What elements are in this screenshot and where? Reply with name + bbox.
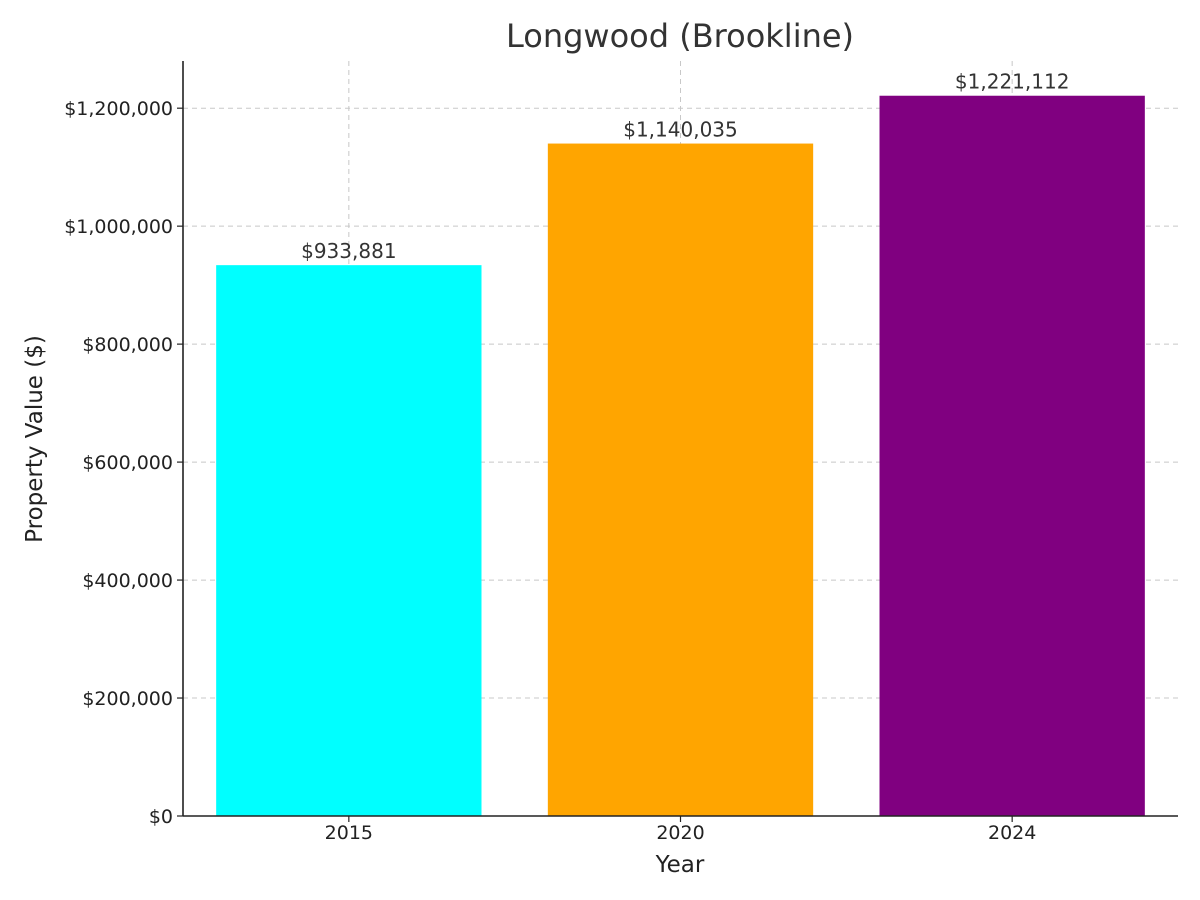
data-label-2015: $933,881 [301,239,396,263]
x-tick-label: 2020 [656,822,704,844]
y-tick-label: $0 [149,806,173,828]
y-tick-label: $800,000 [82,334,173,356]
bar-2015 [216,265,482,816]
y-tick-label: $400,000 [82,570,173,592]
bar-layer [216,95,1145,816]
chart-title: Longwood (Brookline) [506,17,854,55]
y-axis-title: Property Value ($) [22,335,48,543]
data-label-layer: $933,881 $1,140,035 $1,221,112 [301,70,1069,263]
data-label-2020: $1,140,035 [623,118,738,142]
y-tick-label: $600,000 [82,452,173,474]
x-tick-label: 2015 [325,822,373,844]
y-tick-label: $200,000 [82,688,173,710]
tick-layer: $0 $200,000 $400,000 $600,000 $800,000 $1,000… [64,98,1036,844]
data-label-2024: $1,221,112 [955,70,1070,94]
y-tick-label: $1,000,000 [64,216,173,238]
bar-2020 [547,143,814,816]
x-axis-title: Year [655,852,705,878]
x-tick-label: 2024 [988,822,1036,844]
y-tick-label: $1,200,000 [64,98,173,120]
bar-2024 [879,95,1145,816]
